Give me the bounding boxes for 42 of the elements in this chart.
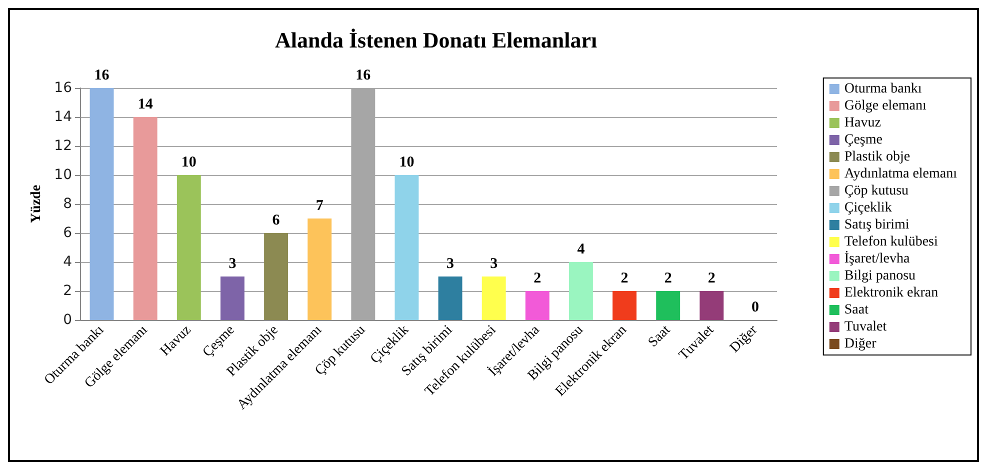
data-label: 10 (399, 154, 414, 170)
data-label: 4 (577, 242, 586, 258)
data-label: 0 (751, 300, 759, 316)
data-label: 3 (490, 256, 498, 272)
legend-label: İşaret/levha (844, 250, 910, 266)
legend-label: Gölge elemanı (844, 98, 927, 114)
legend-label: Çeşme (844, 132, 882, 148)
legend-label: Plastik obje (844, 150, 910, 164)
legend-label: Havuz (844, 116, 881, 130)
legend-label: Oturma bankı (844, 82, 922, 96)
y-tick-label: 14 (54, 109, 72, 125)
legend-label: Telefon kulübesi (844, 234, 938, 250)
data-label: 14 (138, 96, 154, 112)
legend-label: Elektronik ekran (844, 286, 938, 300)
y-tick-label: 12 (54, 138, 72, 154)
data-label: 16 (94, 68, 110, 84)
y-tick-label: 0 (63, 312, 72, 328)
data-label: 2 (534, 270, 542, 286)
y-tick-label: 2 (63, 283, 72, 299)
legend-label: Saat (844, 302, 869, 318)
data-label: 3 (446, 256, 454, 272)
data-label: 7 (316, 198, 324, 214)
y-tick-label: 6 (63, 225, 72, 241)
data-label: 10 (181, 154, 196, 170)
legend-label: Satış birimi (844, 218, 910, 232)
y-tick-label: 10 (54, 167, 72, 183)
data-label: 6 (272, 212, 280, 228)
legend-label: Çiçeklik (844, 200, 892, 216)
data-label: 2 (664, 270, 672, 286)
y-tick-label: 4 (63, 254, 72, 270)
legend-label: Çöp kutusu (844, 184, 909, 198)
data-label: 2 (620, 270, 628, 286)
legend-label: Aydınlatma elemanı (844, 166, 958, 182)
legend-label: Bilgi panosu (844, 268, 916, 284)
y-tick-label: 16 (54, 80, 72, 96)
chart-title: Alanda İstenen Donatı Elemanları (275, 28, 598, 52)
data-label: 16 (356, 68, 372, 84)
y-tick-label: 8 (63, 196, 72, 212)
x-tick-label: Saat (646, 322, 674, 350)
data-label: 2 (708, 270, 716, 286)
data-label: 3 (228, 256, 236, 272)
y-axis-title: Yüzde (28, 184, 44, 224)
